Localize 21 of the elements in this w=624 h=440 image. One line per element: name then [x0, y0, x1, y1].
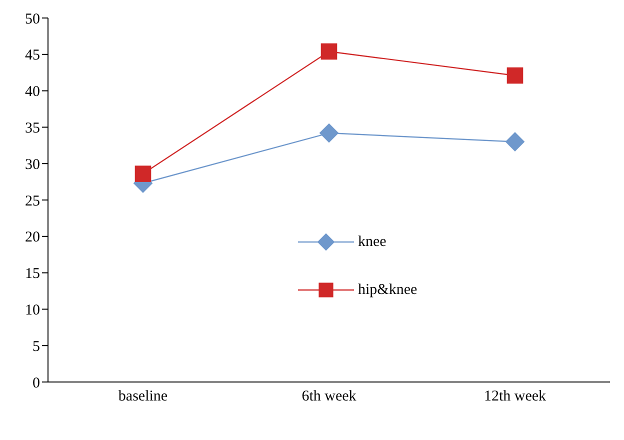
point: [320, 124, 338, 143]
legend-label: knee: [358, 234, 386, 250]
point: [320, 43, 338, 60]
x-tick-label: baseline: [118, 388, 168, 405]
y-tick-label: 10: [25, 302, 40, 319]
y-tick-label: 25: [25, 193, 40, 210]
point: [134, 166, 152, 182]
y-tick-label: 40: [25, 84, 40, 100]
point: [506, 67, 524, 84]
x-tick-label: 12th week: [484, 388, 547, 405]
y-tick-label: 30: [25, 156, 40, 173]
y-tick-label: 20: [25, 230, 40, 246]
y-tick-label: 50: [25, 11, 40, 28]
legend-label: hip&knee: [358, 282, 418, 298]
y-tick-label: 0: [32, 375, 40, 392]
x-tick-label: 6th week: [302, 388, 357, 405]
y-tick-label: 45: [25, 48, 40, 64]
y-tick-label: 5: [32, 338, 40, 355]
y-tick-label: 15: [25, 266, 40, 282]
y-tick-label: 35: [25, 120, 40, 137]
point: [506, 132, 524, 152]
